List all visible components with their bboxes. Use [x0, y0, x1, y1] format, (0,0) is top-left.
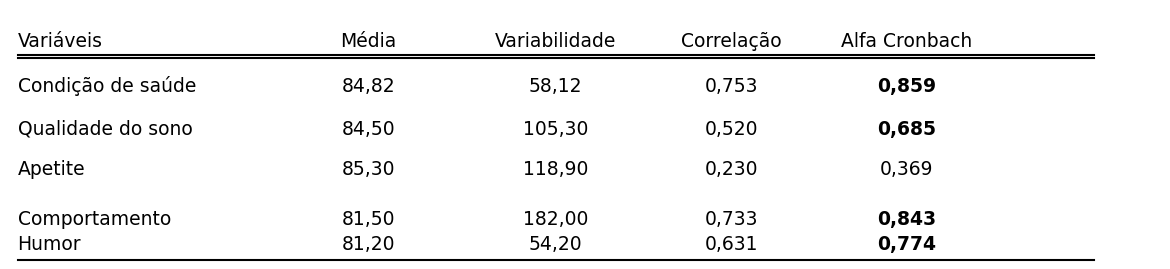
Text: Condição de saúde: Condição de saúde	[18, 76, 195, 96]
Text: Apetite: Apetite	[18, 160, 85, 179]
Text: 0,733: 0,733	[704, 210, 758, 229]
Text: 0,859: 0,859	[878, 77, 936, 95]
Text: Média: Média	[340, 32, 397, 51]
Text: 118,90: 118,90	[523, 160, 589, 179]
Text: 0,685: 0,685	[878, 120, 936, 139]
Text: 0,520: 0,520	[704, 120, 758, 139]
Text: Alfa Cronbach: Alfa Cronbach	[841, 32, 972, 51]
Text: Comportamento: Comportamento	[18, 210, 171, 229]
Text: Variabilidade: Variabilidade	[495, 32, 617, 51]
Text: Correlação: Correlação	[681, 32, 782, 51]
Text: 84,82: 84,82	[342, 77, 395, 95]
Text: 0,753: 0,753	[704, 77, 758, 95]
Text: 81,20: 81,20	[342, 235, 395, 254]
Text: 81,50: 81,50	[342, 210, 395, 229]
Text: 0,843: 0,843	[878, 210, 936, 229]
Text: 58,12: 58,12	[529, 77, 583, 95]
Text: Variáveis: Variáveis	[18, 32, 103, 51]
Text: Humor: Humor	[18, 235, 81, 254]
Text: 182,00: 182,00	[523, 210, 589, 229]
Text: 0,230: 0,230	[704, 160, 758, 179]
Text: 0,369: 0,369	[880, 160, 934, 179]
Text: 0,631: 0,631	[704, 235, 758, 254]
Text: 105,30: 105,30	[523, 120, 589, 139]
Text: Qualidade do sono: Qualidade do sono	[18, 120, 192, 139]
Text: 85,30: 85,30	[342, 160, 395, 179]
Text: 0,774: 0,774	[878, 235, 936, 254]
Text: 54,20: 54,20	[529, 235, 583, 254]
Text: 84,50: 84,50	[342, 120, 395, 139]
